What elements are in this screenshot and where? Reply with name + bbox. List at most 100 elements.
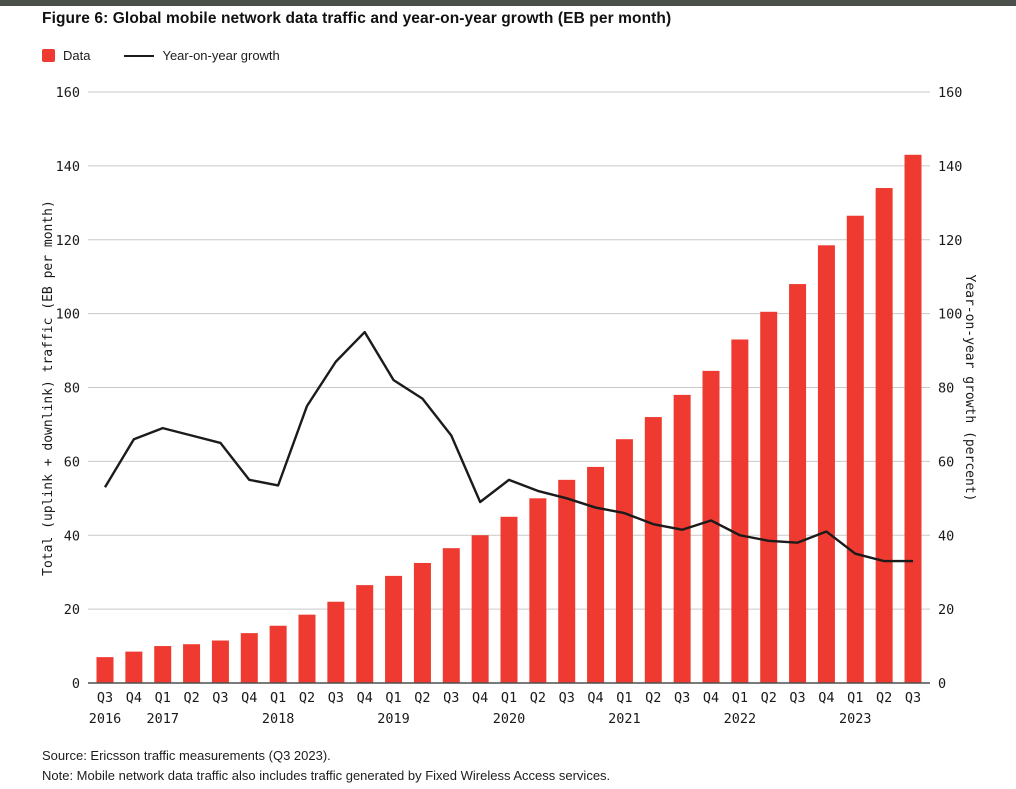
left-tick-20: 20 — [64, 602, 80, 618]
quarter-label-8: Q3 — [328, 690, 344, 706]
bar-Q2-2021 — [644, 417, 662, 683]
left-tick-120: 120 — [56, 233, 80, 249]
quarter-label-15: Q2 — [530, 690, 546, 706]
right-tick-80: 80 — [938, 381, 954, 397]
left-tick-0: 0 — [72, 676, 80, 692]
chart-legend: Data Year-on-year growth — [42, 48, 280, 63]
bar-Q3-2019 — [442, 548, 460, 683]
year-label-2019: 2019 — [377, 711, 410, 727]
quarter-label-19: Q2 — [645, 690, 661, 706]
bar-Q3-2016 — [96, 657, 114, 683]
quarter-label-2: Q1 — [155, 690, 171, 706]
left-tick-80: 80 — [64, 381, 80, 397]
quarter-label-7: Q2 — [299, 690, 315, 706]
note-text: Note: Mobile network data traffic also i… — [42, 768, 611, 783]
right-tick-140: 140 — [938, 159, 962, 175]
year-label-2017: 2017 — [146, 711, 179, 727]
quarter-label-5: Q4 — [241, 690, 257, 706]
bar-Q3-2023 — [904, 154, 922, 683]
quarter-label-27: Q2 — [876, 690, 892, 706]
yoy-growth-line — [103, 330, 913, 563]
quarter-label-6: Q1 — [270, 690, 286, 706]
quarter-label-12: Q3 — [443, 690, 459, 706]
legend-label-data: Data — [63, 48, 91, 63]
right-axis-title: Year-on-year growth (percent) — [962, 275, 977, 502]
left-tick-60: 60 — [64, 454, 80, 470]
data-series-swatch-icon — [42, 49, 55, 62]
bar-Q3-2021 — [673, 394, 691, 683]
quarter-label-23: Q2 — [761, 690, 777, 706]
quarter-label-17: Q4 — [587, 690, 603, 706]
quarter-label-0: Q3 — [97, 690, 113, 706]
quarter-label-14: Q1 — [501, 690, 517, 706]
year-label-2018: 2018 — [262, 711, 295, 727]
year-label-2021: 2021 — [608, 711, 641, 727]
year-label-2022: 2022 — [724, 711, 757, 727]
legend-label-growth: Year-on-year growth — [162, 48, 280, 63]
quarter-label-3: Q2 — [183, 690, 199, 706]
right-tick-120: 120 — [938, 233, 962, 249]
legend-item-data: Data — [42, 48, 90, 63]
bar-Q1-2020 — [500, 516, 518, 683]
bar-Q2-2018 — [298, 614, 316, 683]
quarter-label-20: Q3 — [674, 690, 690, 706]
year-label-2023: 2023 — [839, 711, 872, 727]
bar-Q2-2022 — [760, 311, 778, 683]
top-border — [0, 0, 1016, 6]
left-tick-100: 100 — [56, 307, 80, 323]
legend-item-growth: Year-on-year growth — [100, 48, 280, 63]
quarter-label-10: Q1 — [385, 690, 401, 706]
bar-Q4-2022 — [817, 245, 835, 683]
bar-Q4-2017 — [240, 633, 258, 683]
bar-Q3-2020 — [558, 479, 576, 683]
bar-Q1-2022 — [731, 339, 749, 683]
figure-title: Figure 6: Global mobile network data tra… — [42, 10, 672, 27]
bar-Q4-2020 — [587, 466, 605, 683]
source-text: Source: Ericsson traffic measurements (Q… — [42, 748, 331, 763]
bar-Q3-2022 — [789, 284, 807, 683]
quarter-label-18: Q1 — [616, 690, 632, 706]
quarter-label-4: Q3 — [212, 690, 228, 706]
bar-Q2-2017 — [183, 644, 201, 683]
right-tick-160: 160 — [938, 85, 962, 101]
bar-Q1-2021 — [615, 439, 633, 683]
bar-Q4-2021 — [702, 370, 720, 683]
quarter-label-24: Q3 — [789, 690, 805, 706]
left-axis-title: Total (uplink + downlink) traffic (EB pe… — [41, 200, 56, 576]
right-tick-20: 20 — [938, 602, 954, 618]
bar-Q4-2018 — [356, 585, 374, 683]
quarter-label-16: Q3 — [559, 690, 575, 706]
left-tick-140: 140 — [56, 159, 80, 175]
right-tick-100: 100 — [938, 307, 962, 323]
quarter-label-13: Q4 — [472, 690, 488, 706]
quarter-label-26: Q1 — [847, 690, 863, 706]
left-tick-160: 160 — [56, 85, 80, 101]
quarter-label-9: Q4 — [357, 690, 373, 706]
year-label-2016: 2016 — [89, 711, 122, 727]
quarter-label-1: Q4 — [126, 690, 142, 706]
quarter-label-25: Q4 — [818, 690, 834, 706]
bar-Q1-2019 — [385, 575, 403, 683]
quarter-label-21: Q4 — [703, 690, 719, 706]
left-tick-40: 40 — [64, 528, 80, 544]
bar-Q2-2020 — [529, 498, 547, 683]
bar-Q4-2016 — [125, 651, 143, 683]
right-tick-0: 0 — [938, 676, 946, 692]
bar-Q2-2019 — [413, 562, 431, 683]
bar-Q2-2023 — [875, 188, 893, 683]
quarter-label-22: Q1 — [732, 690, 748, 706]
growth-line-swatch-icon — [124, 54, 155, 57]
quarter-label-28: Q3 — [905, 690, 921, 706]
bar-Q3-2017 — [211, 640, 229, 683]
right-tick-60: 60 — [938, 454, 954, 470]
quarter-label-11: Q2 — [414, 690, 430, 706]
right-tick-40: 40 — [938, 528, 954, 544]
bar-Q1-2017 — [154, 646, 172, 683]
bar-Q1-2018 — [269, 625, 287, 683]
bar-Q4-2019 — [471, 535, 489, 683]
bar-Q3-2018 — [327, 601, 345, 683]
bar-Q1-2023 — [846, 215, 864, 683]
year-label-2020: 2020 — [493, 711, 526, 727]
